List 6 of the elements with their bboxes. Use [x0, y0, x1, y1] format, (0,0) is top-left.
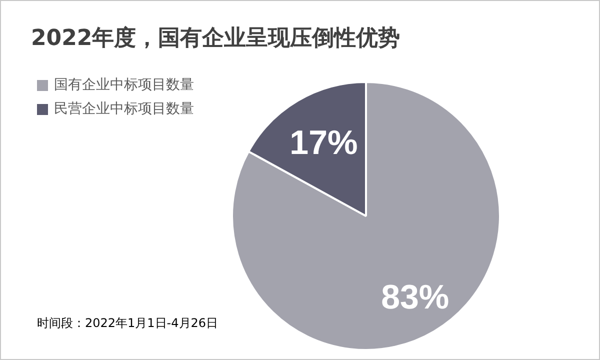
chart-title: 2022年度，国有企业呈现压倒性优势 [31, 24, 400, 53]
data-label: 83% [381, 278, 450, 316]
legend-label: 国有企业中标项目数量 [54, 76, 194, 94]
text: 时间段：2022年1月1日-4月26日 [37, 315, 218, 332]
data-label: 17% [290, 124, 358, 162]
legend-label: 民营企业中标项目数量 [54, 100, 194, 118]
